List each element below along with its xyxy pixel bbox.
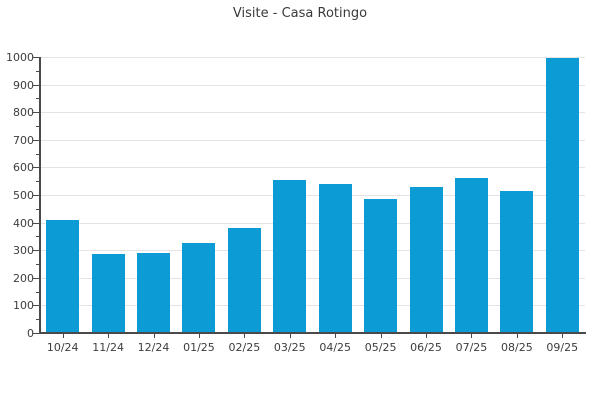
bar [545,58,579,333]
y-minor-tick [36,319,39,321]
y-major-tick [33,84,39,86]
y-major-tick [33,139,39,141]
bar [500,190,534,333]
y-minor-tick [36,126,39,127]
bar [137,252,171,333]
bar [91,254,125,333]
x-axis-tick-label: 08/25 [501,341,533,354]
x-axis-tick [426,334,428,338]
y-minor-tick [36,291,39,293]
x-axis-tick-label: 03/25 [273,341,306,354]
x-axis-tick-label: 09/25 [546,341,579,354]
x-axis-tick [153,334,155,338]
bar [227,228,261,333]
bar [182,243,216,333]
x-axis-tick-label: 07/25 [455,341,488,354]
x-axis-tick [471,334,473,338]
x-axis-tick-label: 02/25 [228,341,261,354]
y-minor-tick [36,98,39,100]
y-major-tick [33,112,39,114]
gridline [40,84,585,86]
y-major-tick [33,333,39,334]
y-axis-tick-label: 400 [13,216,34,230]
y-axis-tick-label: 100 [13,299,34,313]
x-axis-tick-label: 04/25 [319,341,352,354]
gridline [40,112,585,114]
x-axis-tick [562,334,564,338]
x-axis-tick-label: 11/24 [92,341,124,354]
x-axis-tick [335,334,337,338]
x-axis-tick-label: 01/25 [183,341,215,354]
x-axis-tick [198,334,200,338]
x-axis-tick-label: 12/24 [137,341,170,354]
x-axis-tick-label: 10/24 [46,341,79,354]
y-axis-tick-label: 300 [13,244,34,258]
bar [409,186,443,333]
bar [273,179,307,333]
gridline [40,57,585,58]
gridline [40,167,585,169]
x-axis-line [39,332,586,334]
y-axis-tick-label: 900 [13,78,34,92]
y-axis-tick-label: 200 [13,271,34,285]
chart-title: Visite - Casa Rotingo [232,6,368,21]
y-axis-tick-label: 1000 [6,51,34,64]
y-major-tick [33,195,39,196]
y-major-tick [33,167,39,169]
y-axis-tick-label: 700 [13,133,34,147]
y-minor-tick [36,153,39,155]
x-axis-tick-label: 05/25 [364,341,397,354]
y-major-tick [33,222,39,224]
y-axis-tick-label: 600 [13,161,34,175]
y-minor-tick [36,208,39,210]
y-major-tick [33,250,39,252]
bar [46,219,80,333]
x-axis-tick [62,334,64,338]
y-axis-tick-label: 500 [13,189,34,202]
x-axis-tick-label: 06/25 [410,341,442,354]
bar [454,178,488,333]
x-axis-tick [380,334,382,338]
y-major-tick [33,57,39,58]
plot-area [40,57,585,333]
bar [364,199,398,333]
gridline [40,277,585,279]
y-minor-tick [36,264,39,265]
gridline [40,195,585,196]
y-axis-tick-label: 800 [13,106,34,120]
bar [318,183,352,333]
gridline [40,222,585,224]
x-axis-tick [289,334,291,338]
gridline [40,139,585,141]
gridline [40,250,585,252]
y-minor-tick [36,70,39,72]
y-major-tick [33,277,39,279]
x-axis-tick [516,334,518,338]
x-axis-tick [244,334,246,338]
y-axis-tick-label: 0 [27,327,34,340]
gridline [40,305,585,307]
y-minor-tick [36,236,39,238]
y-axis-line [39,57,41,334]
x-axis-tick [108,334,110,338]
y-major-tick [33,305,39,307]
y-minor-tick [36,181,39,183]
